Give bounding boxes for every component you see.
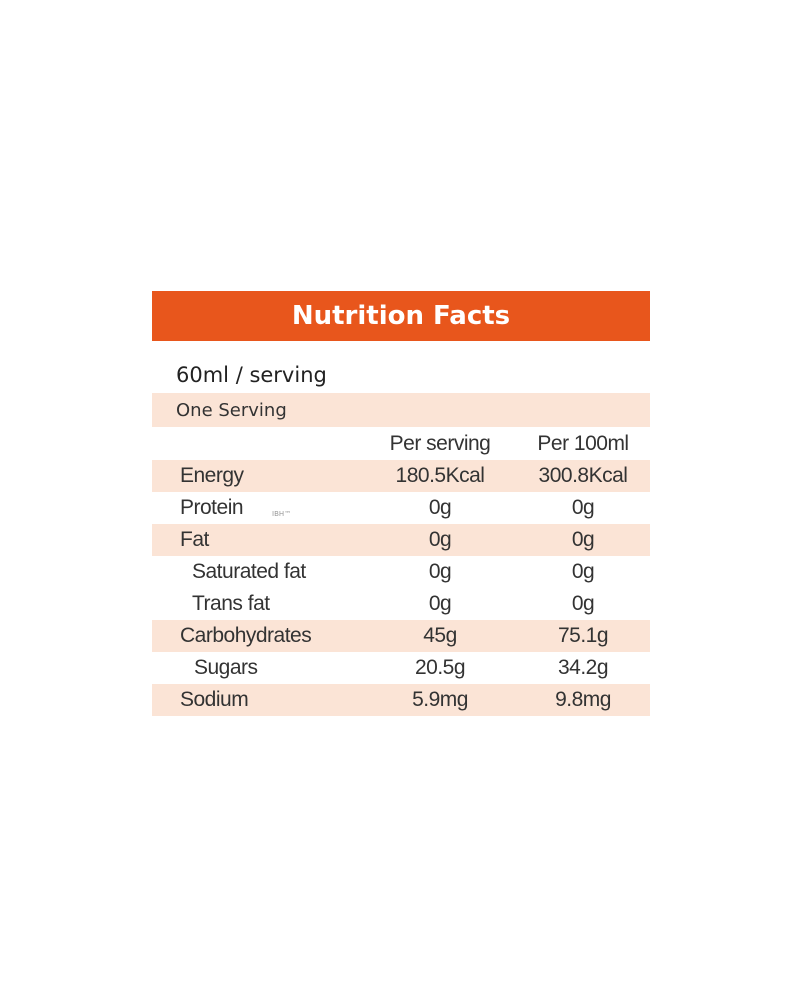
nutrient-per-serving-value: 0g bbox=[428, 592, 452, 615]
serving-size-text: 60ml / serving bbox=[152, 341, 650, 393]
nutrient-per-100ml-value: 34.2g bbox=[557, 656, 609, 679]
nutrient-row-energy: Energy 180.5Kcal 300.8Kcal bbox=[152, 460, 650, 492]
nutrient-label: Energy bbox=[180, 464, 244, 487]
faint-mark: ΙΒΗ™ bbox=[272, 510, 292, 518]
column-header-per-100ml: Per 100ml bbox=[537, 431, 629, 455]
nutrition-facts-panel: Nutrition Facts 60ml / serving One Servi… bbox=[152, 291, 650, 716]
nutrient-label: Sodium bbox=[180, 688, 249, 711]
nutrient-per-100ml-value: 0g bbox=[571, 528, 595, 551]
nutrient-row-fat: Fat 0g 0g bbox=[152, 524, 650, 556]
nutrient-row-trans-fat: Trans fat 0g 0g bbox=[152, 588, 650, 620]
nutrient-row-protein: Protein ΙΒΗ™ 0g 0g bbox=[152, 492, 650, 524]
nutrient-label: Fat bbox=[180, 528, 209, 551]
nutrient-label: Carbohydrates bbox=[180, 624, 312, 647]
nutrient-per-serving-value: 180.5Kcal bbox=[395, 464, 485, 487]
nutrient-per-100ml-value: 75.1g bbox=[557, 624, 609, 647]
nutrient-per-serving-value: 20.5g bbox=[414, 656, 466, 679]
nutrient-per-100ml-value: 0g bbox=[571, 496, 595, 519]
nutrient-row-sodium: Sodium 5.9mg 9.8mg bbox=[152, 684, 650, 716]
nutrient-per-serving-value: 0g bbox=[428, 496, 452, 519]
nutrient-per-100ml-value: 0g bbox=[571, 592, 595, 615]
nutrient-row-carbohydrates: Carbohydrates 45g 75.1g bbox=[152, 620, 650, 652]
nutrient-row-sugars: Sugars 20.5g 34.2g bbox=[152, 652, 650, 684]
nutrient-row-saturated-fat: Saturated fat 0g 0g bbox=[152, 556, 650, 588]
nutrient-per-serving-value: 0g bbox=[428, 560, 452, 583]
one-serving-label: One Serving bbox=[152, 393, 650, 427]
nutrient-per-serving-value: 45g bbox=[423, 624, 457, 647]
nutrient-label: Saturated fat bbox=[192, 560, 306, 583]
nutrient-per-serving-value: 0g bbox=[428, 528, 452, 551]
nutrition-facts-title: Nutrition Facts bbox=[152, 291, 650, 341]
nutrient-label: Trans fat bbox=[192, 592, 270, 615]
column-header-row: Per serving Per 100ml bbox=[152, 427, 650, 460]
nutrient-per-serving-value: 5.9mg bbox=[412, 688, 468, 711]
nutrient-label: Protein bbox=[180, 496, 244, 519]
nutrient-label: Sugars bbox=[194, 656, 258, 679]
nutrient-per-100ml-value: 0g bbox=[571, 560, 595, 583]
nutrient-per-100ml-value: 9.8mg bbox=[555, 688, 611, 711]
column-header-per-serving: Per serving bbox=[389, 431, 491, 455]
nutrient-per-100ml-value: 300.8Kcal bbox=[538, 464, 628, 487]
